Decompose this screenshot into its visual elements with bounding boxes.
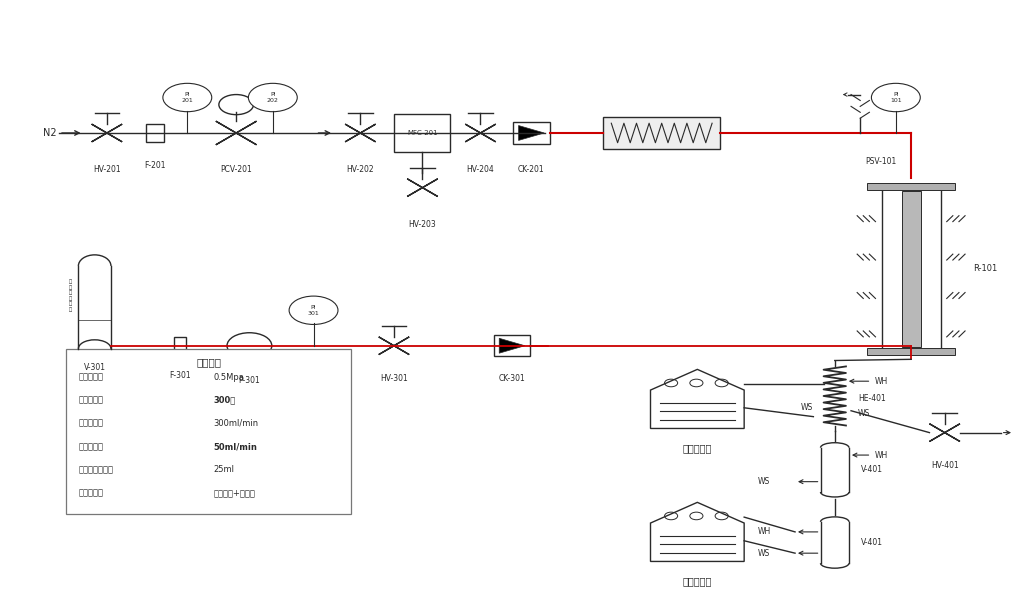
Bar xyxy=(867,348,955,355)
Text: 液
相
热
导
料
罐: 液 相 热 导 料 罐 xyxy=(69,280,72,311)
Polygon shape xyxy=(465,124,496,142)
Text: HE-401: HE-401 xyxy=(858,394,886,404)
Circle shape xyxy=(871,83,920,112)
Polygon shape xyxy=(407,178,438,196)
Text: 25ml: 25ml xyxy=(214,465,235,474)
Text: 催化剂装填量：: 催化剂装填量： xyxy=(78,465,113,474)
Text: HV-201: HV-201 xyxy=(93,165,121,174)
Text: 设计压力：: 设计压力： xyxy=(78,372,104,382)
Polygon shape xyxy=(216,121,257,145)
Text: V-401: V-401 xyxy=(861,465,884,475)
Text: HV-301: HV-301 xyxy=(380,374,408,383)
Text: WS: WS xyxy=(757,548,770,558)
Text: CK-201: CK-201 xyxy=(518,165,545,174)
Bar xyxy=(882,186,941,352)
Bar xyxy=(146,124,164,142)
Text: 50ml/min: 50ml/min xyxy=(214,442,258,451)
Polygon shape xyxy=(499,338,525,353)
Polygon shape xyxy=(651,369,744,428)
Polygon shape xyxy=(465,124,496,142)
Text: HV-401: HV-401 xyxy=(930,461,959,470)
Text: HV-202: HV-202 xyxy=(346,165,375,174)
Text: WH: WH xyxy=(874,376,888,386)
Text: V-401: V-401 xyxy=(861,538,884,547)
Bar xyxy=(66,349,351,514)
Ellipse shape xyxy=(78,340,111,358)
Text: 300ml/min: 300ml/min xyxy=(214,419,259,428)
Text: WH: WH xyxy=(874,450,888,460)
Text: N2: N2 xyxy=(44,128,57,138)
Text: PI
202: PI 202 xyxy=(267,92,279,103)
Text: WS: WS xyxy=(757,477,770,486)
Polygon shape xyxy=(231,359,268,374)
Text: 控制方式：: 控制方式： xyxy=(78,488,104,497)
Bar xyxy=(174,337,186,354)
Text: 二次仪表+计算机: 二次仪表+计算机 xyxy=(214,488,256,497)
Text: F-201: F-201 xyxy=(144,161,166,170)
Text: 高温循环器: 高温循环器 xyxy=(683,443,712,453)
Bar xyxy=(394,113,450,152)
Text: WS: WS xyxy=(801,403,813,413)
Polygon shape xyxy=(518,125,545,141)
Polygon shape xyxy=(929,424,960,441)
Text: HV-203: HV-203 xyxy=(408,220,437,229)
Text: PSV-101: PSV-101 xyxy=(865,157,897,165)
Polygon shape xyxy=(929,424,960,441)
Polygon shape xyxy=(651,502,744,561)
Text: 设计温度：: 设计温度： xyxy=(78,396,104,405)
Text: CK-301: CK-301 xyxy=(499,374,525,383)
Text: WH: WH xyxy=(757,527,771,537)
Text: R-101: R-101 xyxy=(973,264,998,274)
Text: WS: WS xyxy=(858,409,870,418)
Polygon shape xyxy=(92,124,122,142)
Text: HV-204: HV-204 xyxy=(466,165,495,174)
Text: 气体流量：: 气体流量： xyxy=(78,419,104,428)
Polygon shape xyxy=(345,124,376,142)
Polygon shape xyxy=(92,124,122,142)
Text: PI
201: PI 201 xyxy=(181,92,193,103)
Polygon shape xyxy=(345,124,376,142)
Text: 系统设计: 系统设计 xyxy=(196,357,221,366)
Bar xyxy=(494,335,530,356)
Text: MFC-201: MFC-201 xyxy=(407,130,438,136)
Text: P-301: P-301 xyxy=(238,376,261,385)
Text: PI
101: PI 101 xyxy=(890,92,902,103)
Bar xyxy=(867,183,955,190)
Circle shape xyxy=(219,95,253,115)
Circle shape xyxy=(227,333,272,359)
Text: 0.5Mpa: 0.5Mpa xyxy=(214,372,244,382)
Circle shape xyxy=(248,83,297,112)
Text: F-301: F-301 xyxy=(169,371,191,379)
Polygon shape xyxy=(216,121,257,145)
Bar xyxy=(513,122,550,144)
Text: V-301: V-301 xyxy=(83,363,106,372)
Text: 液体流量：: 液体流量： xyxy=(78,442,104,451)
Circle shape xyxy=(289,296,338,324)
Text: PCV-201: PCV-201 xyxy=(220,165,252,174)
Text: PI
301: PI 301 xyxy=(307,305,320,316)
Polygon shape xyxy=(379,337,409,355)
Bar xyxy=(603,116,721,149)
Text: 低温循环器: 低温循环器 xyxy=(683,576,712,586)
Circle shape xyxy=(163,83,212,112)
Polygon shape xyxy=(407,178,438,196)
Text: 300度: 300度 xyxy=(214,396,236,405)
Polygon shape xyxy=(379,337,409,355)
Bar xyxy=(902,191,920,347)
